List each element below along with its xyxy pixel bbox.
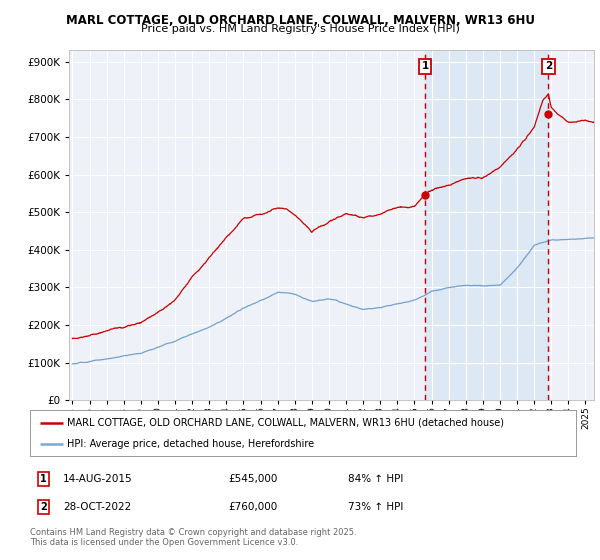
Text: £545,000: £545,000 <box>228 474 277 484</box>
Text: 14-AUG-2015: 14-AUG-2015 <box>63 474 133 484</box>
Text: 2: 2 <box>40 502 47 512</box>
Text: 28-OCT-2022: 28-OCT-2022 <box>63 502 131 512</box>
Bar <box>425 50 548 400</box>
Text: £760,000: £760,000 <box>228 502 277 512</box>
Text: HPI: Average price, detached house, Herefordshire: HPI: Average price, detached house, Here… <box>67 439 314 449</box>
Text: 1: 1 <box>40 474 47 484</box>
Text: 73% ↑ HPI: 73% ↑ HPI <box>348 502 403 512</box>
Text: 1: 1 <box>421 61 428 71</box>
Text: MARL COTTAGE, OLD ORCHARD LANE, COLWALL, MALVERN, WR13 6HU: MARL COTTAGE, OLD ORCHARD LANE, COLWALL,… <box>65 14 535 27</box>
Text: Contains HM Land Registry data © Crown copyright and database right 2025.
This d: Contains HM Land Registry data © Crown c… <box>30 528 356 547</box>
Text: 84% ↑ HPI: 84% ↑ HPI <box>348 474 403 484</box>
Text: Price paid vs. HM Land Registry's House Price Index (HPI): Price paid vs. HM Land Registry's House … <box>140 24 460 34</box>
Text: MARL COTTAGE, OLD ORCHARD LANE, COLWALL, MALVERN, WR13 6HU (detached house): MARL COTTAGE, OLD ORCHARD LANE, COLWALL,… <box>67 418 504 428</box>
Text: 2: 2 <box>545 61 552 71</box>
